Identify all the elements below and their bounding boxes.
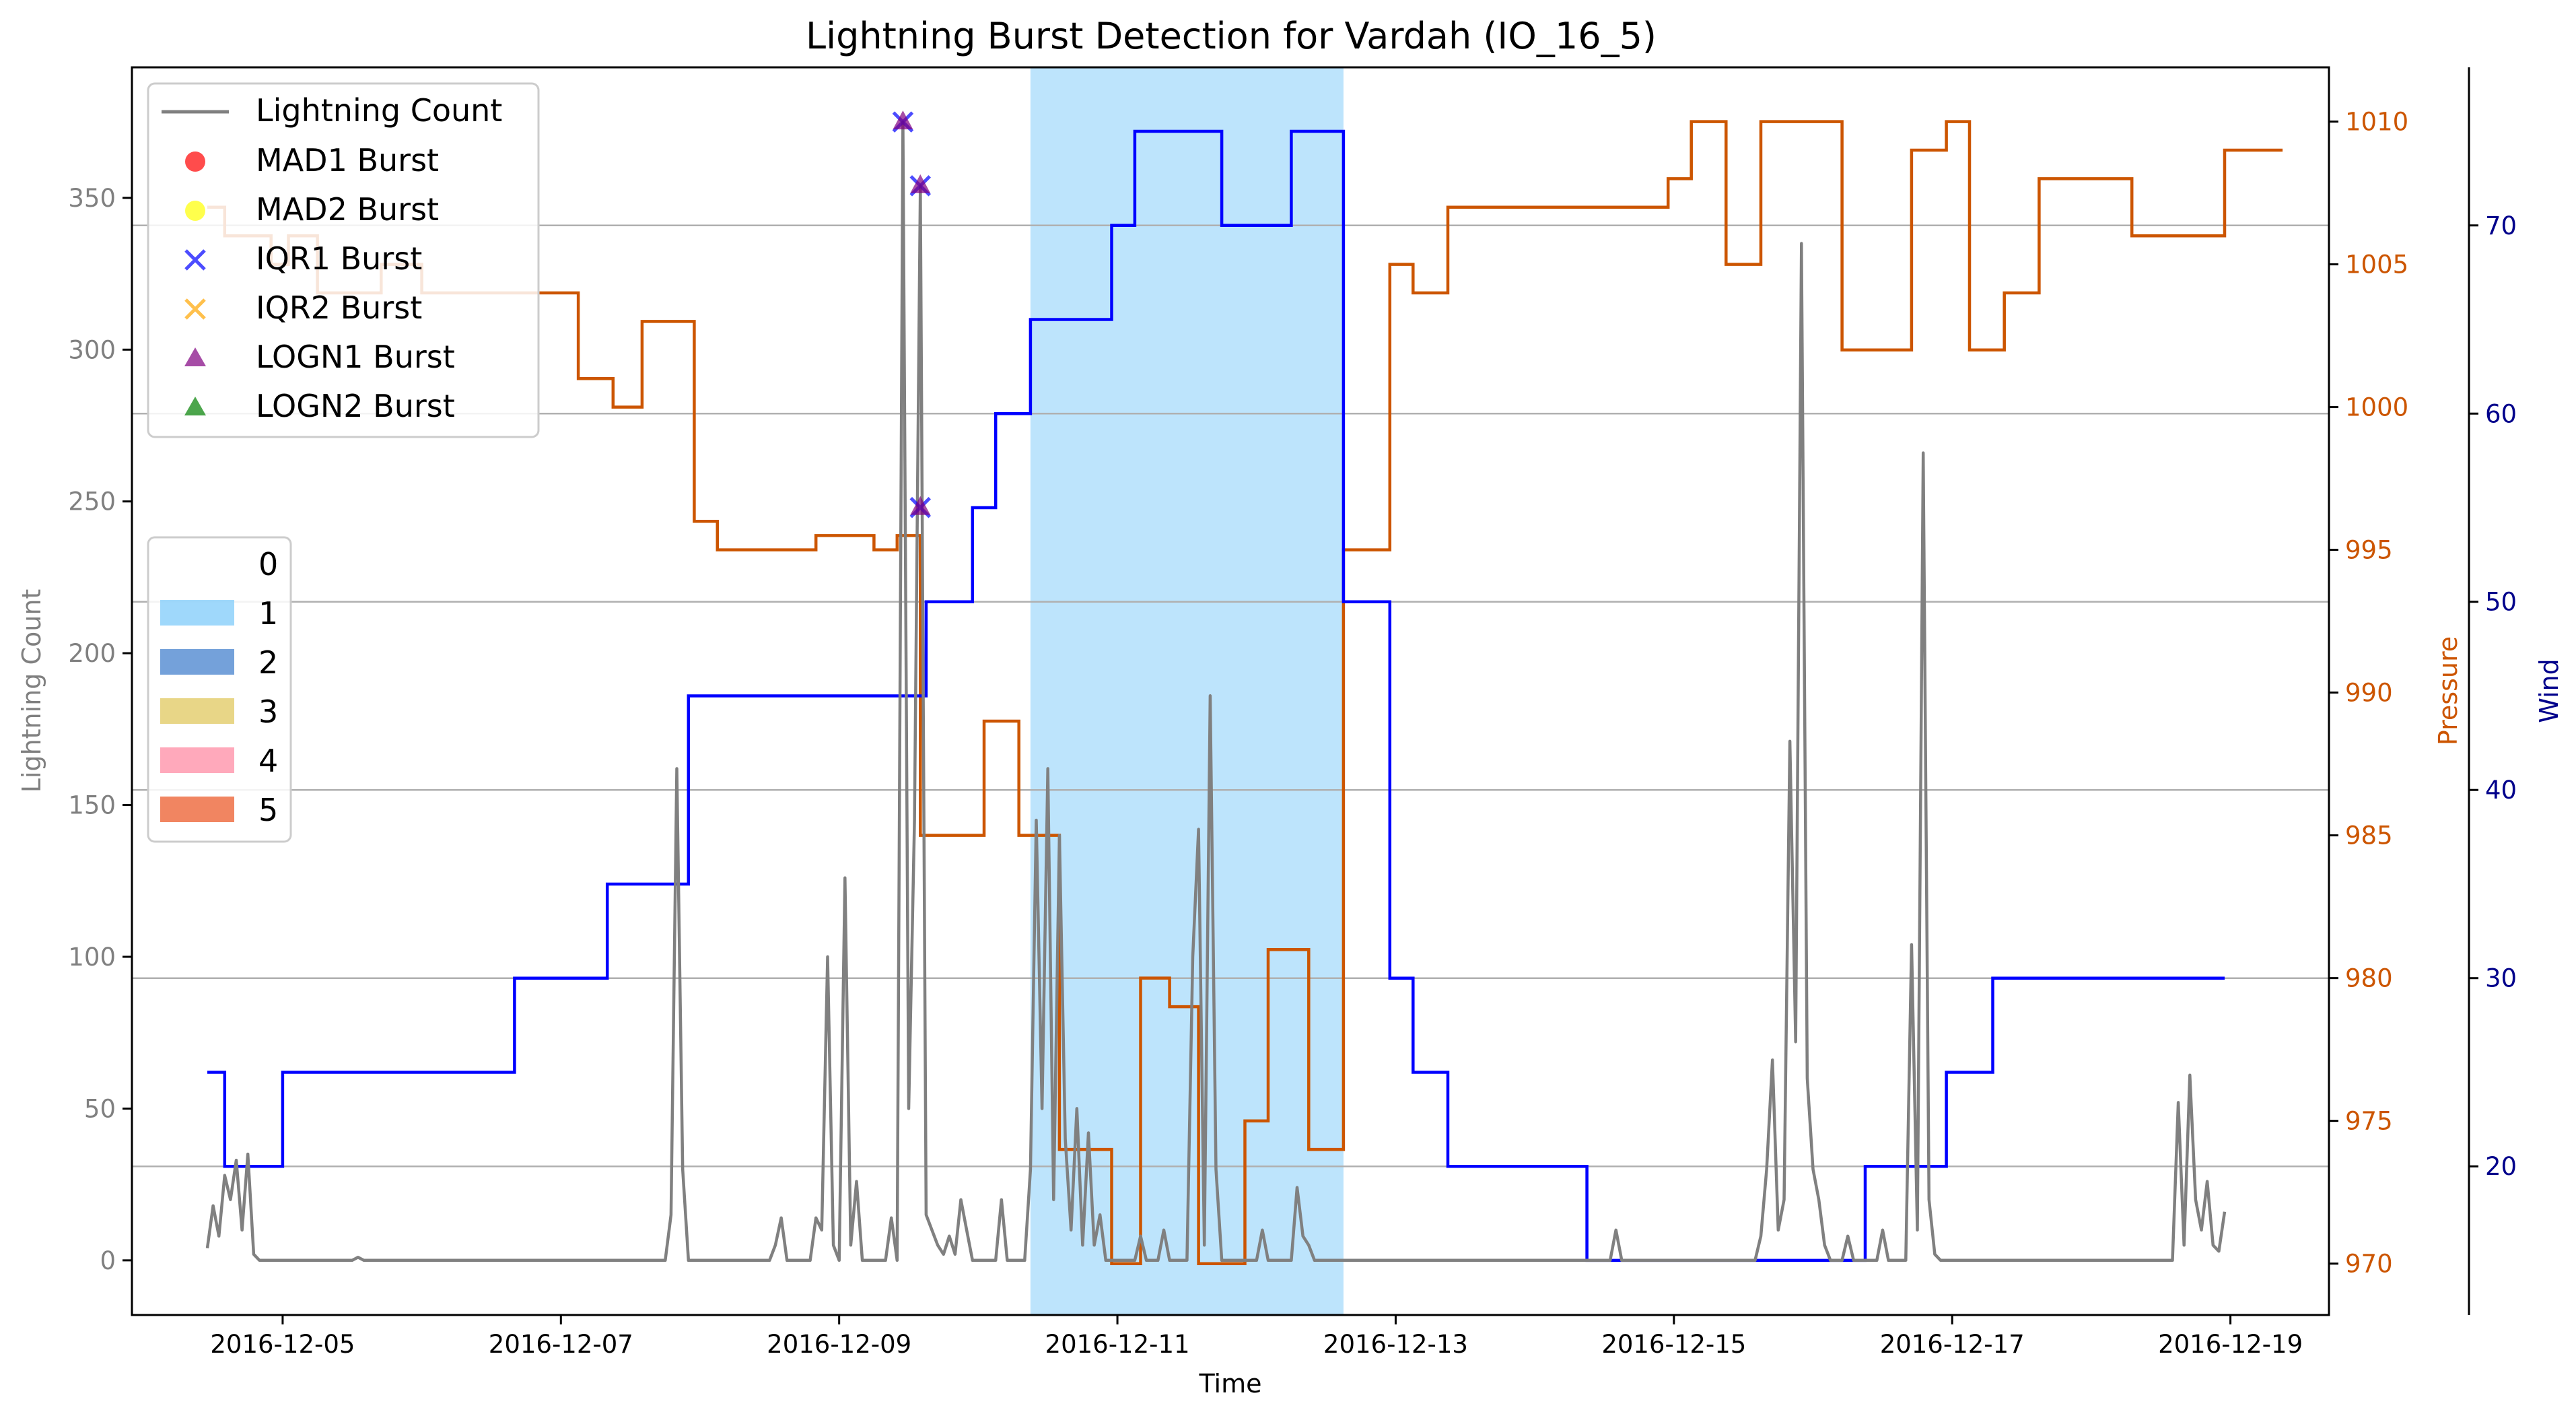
x-tick-label: 2016-12-17 (1880, 1330, 2025, 1359)
x-tick-label: 2016-12-19 (2158, 1330, 2303, 1359)
left-tick-label: 350 (68, 184, 116, 213)
left-tick-label: 50 (84, 1094, 116, 1123)
legend-mad1-label: MAD1 Burst (256, 142, 439, 178)
left-tick-label: 300 (68, 335, 116, 364)
burst-legend: Lightning Count MAD1 Burst MAD2 Burst IQ… (147, 82, 540, 438)
wind-tick-label: 30 (2485, 964, 2517, 993)
stage-legend: 0 1 2 3 4 5 (147, 536, 292, 843)
left-axis-label: Lightning Count (17, 589, 46, 793)
legend-logn2-label: LOGN2 Burst (256, 388, 455, 424)
legend-iqr1-label: IQR1 Burst (256, 240, 422, 277)
pressure-tick-label: 980 (2345, 964, 2393, 993)
legend-stage2-swatch (160, 649, 234, 675)
legend-stage0-label: 0 (258, 546, 278, 582)
legend-stage1-swatch (160, 600, 234, 626)
legend-stage5-label: 5 (258, 792, 278, 828)
left-tick-label: 200 (68, 639, 116, 668)
legend-stage0-swatch (160, 551, 234, 576)
legend-stage4-swatch (160, 747, 234, 773)
burst-marker-logn1 (893, 110, 913, 130)
legend-stage4-label: 4 (258, 743, 278, 779)
wind-axis-label: Wind (2534, 659, 2564, 723)
wind-tick-label: 70 (2485, 211, 2517, 240)
pressure-tick-label: 970 (2345, 1250, 2393, 1279)
stage-span-1 (1030, 67, 1344, 1315)
left-tick-label: 250 (68, 487, 116, 516)
lightning-series-line (205, 120, 2227, 1262)
legend-lightning-label: Lightning Count (256, 92, 502, 129)
x-tick-label: 2016-12-15 (1601, 1330, 1746, 1359)
legend-stage5-swatch (160, 797, 234, 822)
chart-title: Lightning Burst Detection for Vardah (IO… (806, 15, 1657, 57)
x-tick-label: 2016-12-07 (489, 1330, 633, 1359)
pressure-tick-label: 995 (2345, 536, 2393, 565)
legend-iqr2-label: IQR2 Burst (256, 290, 422, 326)
legend-logn2-marker (184, 397, 206, 415)
x-tick-label: 2016-12-09 (767, 1330, 911, 1359)
left-tick-label: 100 (68, 943, 116, 972)
pressure-tick-label: 990 (2345, 679, 2393, 708)
pressure-axis-label: Pressure (2433, 636, 2463, 745)
wind-tick-label: 40 (2485, 776, 2517, 805)
left-tick-label: 0 (100, 1246, 116, 1275)
wind-tick-label: 50 (2485, 588, 2517, 617)
pressure-tick-label: 1005 (2345, 250, 2408, 279)
legend-stage3-swatch (160, 698, 234, 724)
x-tick-label: 2016-12-11 (1045, 1330, 1190, 1359)
legend-mad2-marker (185, 201, 205, 221)
x-tick-label: 2016-12-13 (1323, 1330, 1468, 1359)
legend-stage3-label: 3 (258, 694, 278, 730)
wind-tick-label: 20 (2485, 1152, 2517, 1181)
legend-logn1-label: LOGN1 Burst (256, 339, 455, 375)
legend-mad1-marker (185, 151, 205, 172)
pressure-series-line (207, 120, 2283, 1265)
burst-marker-logn1 (910, 174, 931, 193)
x-axis-label: Time (1199, 1369, 1262, 1398)
burst-marker-logn1 (910, 496, 931, 515)
pressure-tick-label: 1010 (2345, 108, 2408, 137)
legend-stage1-label: 1 (258, 595, 278, 632)
plot-frame (131, 66, 2330, 1316)
wind-series-line (207, 129, 2225, 1262)
wind-tick-label: 60 (2485, 399, 2517, 428)
legend-mad2-label: MAD2 Burst (256, 191, 439, 228)
pressure-tick-label: 985 (2345, 821, 2393, 850)
legend-stage2-label: 2 (258, 644, 278, 681)
pressure-tick-label: 1000 (2345, 393, 2408, 422)
left-tick-label: 150 (68, 791, 116, 820)
legend-logn1-marker (184, 347, 206, 366)
x-tick-label: 2016-12-05 (210, 1330, 355, 1359)
pressure-tick-label: 975 (2345, 1107, 2393, 1136)
legend-iqr1-marker (184, 249, 206, 271)
legend-iqr2-marker (184, 298, 206, 320)
